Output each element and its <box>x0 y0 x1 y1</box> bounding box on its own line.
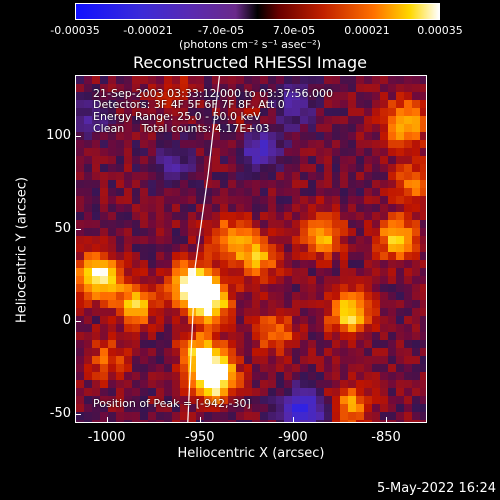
heatmap-image <box>76 76 426 422</box>
x-tick-1: -950 <box>185 430 215 445</box>
x-tick-mark-1 <box>199 417 201 423</box>
y-tick-mark-0 <box>75 413 81 415</box>
x-axis-label: Heliocentric X (arcsec) <box>177 446 325 461</box>
timestamp: 5-May-2022 16:24 <box>377 481 496 496</box>
x-tick-0: -1000 <box>87 430 126 445</box>
colorbar-tick-0: -0.00035 <box>50 24 100 37</box>
colorbar <box>75 3 440 20</box>
colorbar-tick-1: -0.00021 <box>123 24 173 37</box>
y-tick-0: -50 <box>49 405 71 421</box>
annotation-clean: Clean Total counts: 4.17E+03 <box>93 122 270 135</box>
y-tick-mark-1 <box>75 321 81 323</box>
colorbar-tick-5: 0.00035 <box>417 24 463 37</box>
heatmap-plot <box>75 75 427 423</box>
y-tick-3: 100 <box>46 128 71 144</box>
x-tick-2: -900 <box>278 430 308 445</box>
colorbar-unit: (photons cm⁻² s⁻¹ asec⁻²) <box>179 38 321 51</box>
x-tick-3: -850 <box>371 430 401 445</box>
x-tick-mark-2 <box>292 417 294 423</box>
annotation-time: 21-Sep-2003 03:33:12.000 to 03:37:56.000 <box>93 87 333 100</box>
chart-title: Reconstructed RHESSI Image <box>133 53 367 72</box>
colorbar-ticks: -0.00035 -0.00021 -7.0e-05 7.0e-05 0.00021 0.… <box>0 0 500 40</box>
y-tick-2: 50 <box>54 220 71 236</box>
colorbar-tick-3: 7.0e-05 <box>272 24 316 37</box>
annotation-peak: Position of Peak = [-942,-30] <box>93 397 251 410</box>
x-tick-mark-3 <box>386 417 388 423</box>
colorbar-tick-4: 0.00021 <box>344 24 390 37</box>
y-axis-label: Heliocentric Y (arcsec) <box>14 177 30 323</box>
annotation-energy: Energy Range: 25.0 - 50.0 keV <box>93 110 261 123</box>
solar-limb <box>187 76 220 422</box>
y-tick-mark-2 <box>75 228 81 230</box>
colorbar-tick-2: -7.0e-05 <box>197 24 245 37</box>
x-tick-mark-0 <box>106 417 108 423</box>
y-tick-mark-3 <box>75 136 81 138</box>
limb-line <box>187 76 220 422</box>
y-tick-1: 0 <box>62 313 71 329</box>
annotation-detectors: Detectors: 3F 4F 5F 6F 7F 8F, Att 0 <box>93 98 285 111</box>
